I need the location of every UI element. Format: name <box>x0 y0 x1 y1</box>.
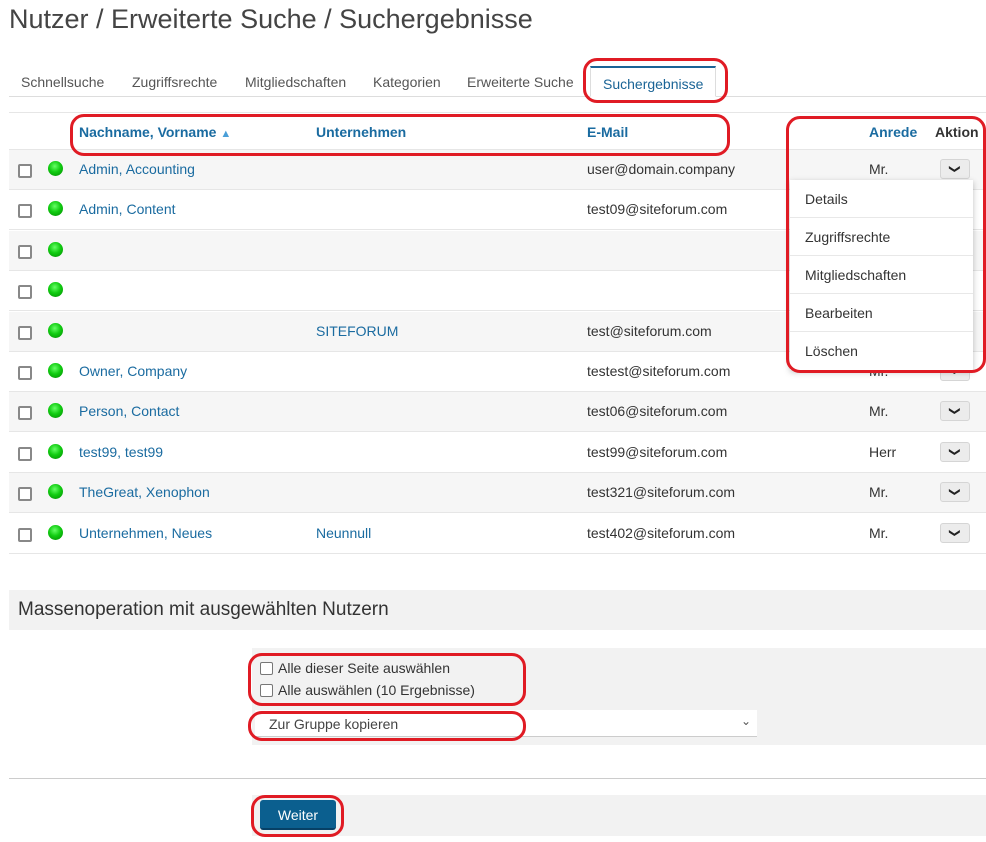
sort-ascending-icon: ▲ <box>220 128 232 140</box>
tab-zugriffsrechte[interactable]: Zugriffsrechte <box>132 74 218 90</box>
weiter-button[interactable]: Weiter <box>260 800 336 830</box>
email: testest@siteforum.com <box>587 363 731 379</box>
select-all-checkbox[interactable]: Alle auswählen (10 Ergebnisse) <box>260 682 475 698</box>
user-name-link[interactable]: Owner, Company <box>79 363 188 379</box>
status-online-icon <box>48 201 63 217</box>
email: test06@siteforum.com <box>587 403 728 420</box>
divider <box>9 778 986 779</box>
status-online-icon <box>48 241 63 257</box>
table-header: Nachname, Vorname ▲ Unternehmen E-Mail A… <box>9 112 986 150</box>
email: test@siteforum.com <box>587 322 712 339</box>
row-checkbox[interactable] <box>18 406 32 421</box>
salutation: Mr. <box>869 403 889 420</box>
status-online-icon <box>48 484 63 500</box>
user-name-link[interactable]: TheGreat, Xenophon <box>79 484 210 501</box>
bulk-header: Massenoperation mit ausgewählten Nutzern <box>9 590 986 630</box>
chevron-down-icon: ❯ <box>949 447 961 457</box>
menu-item-details[interactable]: Details <box>790 180 973 218</box>
user-name-link[interactable]: Admin, Accounting <box>79 161 195 177</box>
table-row: Admin, Accounting user@domain.company Mr… <box>9 150 986 190</box>
checkbox-icon <box>260 662 273 675</box>
status-online-icon <box>48 363 63 378</box>
chevron-down-icon: ❯ <box>949 527 961 538</box>
chevron-down-icon: ⌄ <box>740 714 751 728</box>
user-name-link[interactable]: Person, Contact <box>79 403 180 420</box>
status-online-icon <box>48 403 63 419</box>
table-row: Person, Contact test06@siteforum.com Mr.… <box>9 392 986 433</box>
header-email[interactable]: E-Mail <box>587 124 629 140</box>
status-online-icon <box>48 282 63 298</box>
row-checkbox[interactable] <box>18 527 32 542</box>
row-checkbox[interactable] <box>18 285 32 300</box>
status-online-icon <box>48 322 63 338</box>
row-checkbox[interactable] <box>18 366 32 380</box>
action-dropdown-button[interactable]: ❯ <box>940 441 970 462</box>
action-dropdown-button[interactable]: ❯ <box>940 159 970 179</box>
action-dropdown-button[interactable]: ❯ <box>940 401 970 422</box>
row-checkbox[interactable] <box>18 244 32 259</box>
action-dropdown-button[interactable]: ❯ <box>940 522 970 543</box>
salutation: Herr <box>869 443 897 460</box>
chevron-down-icon: ❯ <box>949 487 961 497</box>
header-salutation[interactable]: Anrede <box>869 124 918 140</box>
action-dropdown-menu: Details Zugriffsrechte Mitgliedschaften … <box>790 180 973 370</box>
row-checkbox[interactable] <box>18 164 32 178</box>
user-name-link[interactable]: test99, test99 <box>79 443 164 460</box>
salutation: Mr. <box>869 484 889 501</box>
menu-item-zugriffsrechte[interactable]: Zugriffsrechte <box>790 218 973 256</box>
salutation: Mr. <box>869 161 889 177</box>
table-row: TheGreat, Xenophon test321@siteforum.com… <box>9 473 986 514</box>
header-action: Aktion <box>935 124 979 140</box>
table-row: Unternehmen, Neues Neunnull test402@site… <box>9 514 986 554</box>
email: user@domain.company <box>587 161 736 177</box>
table-row: test99, test99 test99@siteforum.com Herr… <box>9 433 986 473</box>
page-title: Nutzer / Erweiterte Suche / Suchergebnis… <box>9 4 533 34</box>
chevron-down-icon: ❯ <box>949 164 961 174</box>
select-page-checkbox[interactable]: Alle dieser Seite auswählen <box>260 660 450 676</box>
operation-select[interactable]: Zur Gruppe kopieren ⌄ <box>255 710 757 737</box>
bulk-title: Massenoperation mit ausgewählten Nutzern <box>18 599 389 620</box>
user-name-link[interactable]: Admin, Content <box>79 201 176 218</box>
checkbox-icon <box>260 684 273 697</box>
bulk-options: Alle dieser Seite auswählen Alle auswähl… <box>252 648 986 745</box>
salutation: Mr. <box>869 524 889 541</box>
status-online-icon <box>48 524 63 540</box>
menu-item-mitgliedschaften[interactable]: Mitgliedschaften <box>790 256 973 294</box>
row-checkbox[interactable] <box>18 487 32 502</box>
email: test99@siteforum.com <box>587 443 728 460</box>
menu-item-loeschen[interactable]: Löschen <box>805 343 858 359</box>
header-name[interactable]: Nachname, Vorname ▲ <box>79 124 232 140</box>
tab-schnellsuche[interactable]: Schnellsuche <box>21 74 105 90</box>
row-checkbox[interactable] <box>18 446 32 461</box>
menu-item-bearbeiten[interactable]: Bearbeiten <box>790 294 973 332</box>
row-checkbox[interactable] <box>18 325 32 340</box>
tab-kategorien[interactable]: Kategorien <box>373 74 441 90</box>
header-company[interactable]: Unternehmen <box>316 124 407 140</box>
tab-suchergebnisse[interactable]: Suchergebnisse <box>590 66 717 97</box>
tab-bar: Schnellsuche Zugriffsrechte Mitgliedscha… <box>9 66 986 97</box>
row-checkbox[interactable] <box>18 204 32 219</box>
user-name-link[interactable]: Unternehmen, Neues <box>79 524 213 541</box>
tab-erweiterte-suche[interactable]: Erweiterte Suche <box>467 74 574 90</box>
company-link[interactable]: SITEFORUM <box>316 322 399 339</box>
company-link[interactable]: Neunnull <box>316 524 372 541</box>
email: test402@siteforum.com <box>587 524 736 541</box>
submit-bar <box>252 795 986 836</box>
chevron-down-icon: ❯ <box>949 406 961 416</box>
email: test321@siteforum.com <box>587 484 736 501</box>
action-dropdown-button[interactable]: ❯ <box>940 482 970 503</box>
status-online-icon <box>48 161 63 176</box>
tab-mitgliedschaften[interactable]: Mitgliedschaften <box>245 74 347 90</box>
status-online-icon <box>48 443 63 459</box>
email: test09@siteforum.com <box>587 201 728 218</box>
